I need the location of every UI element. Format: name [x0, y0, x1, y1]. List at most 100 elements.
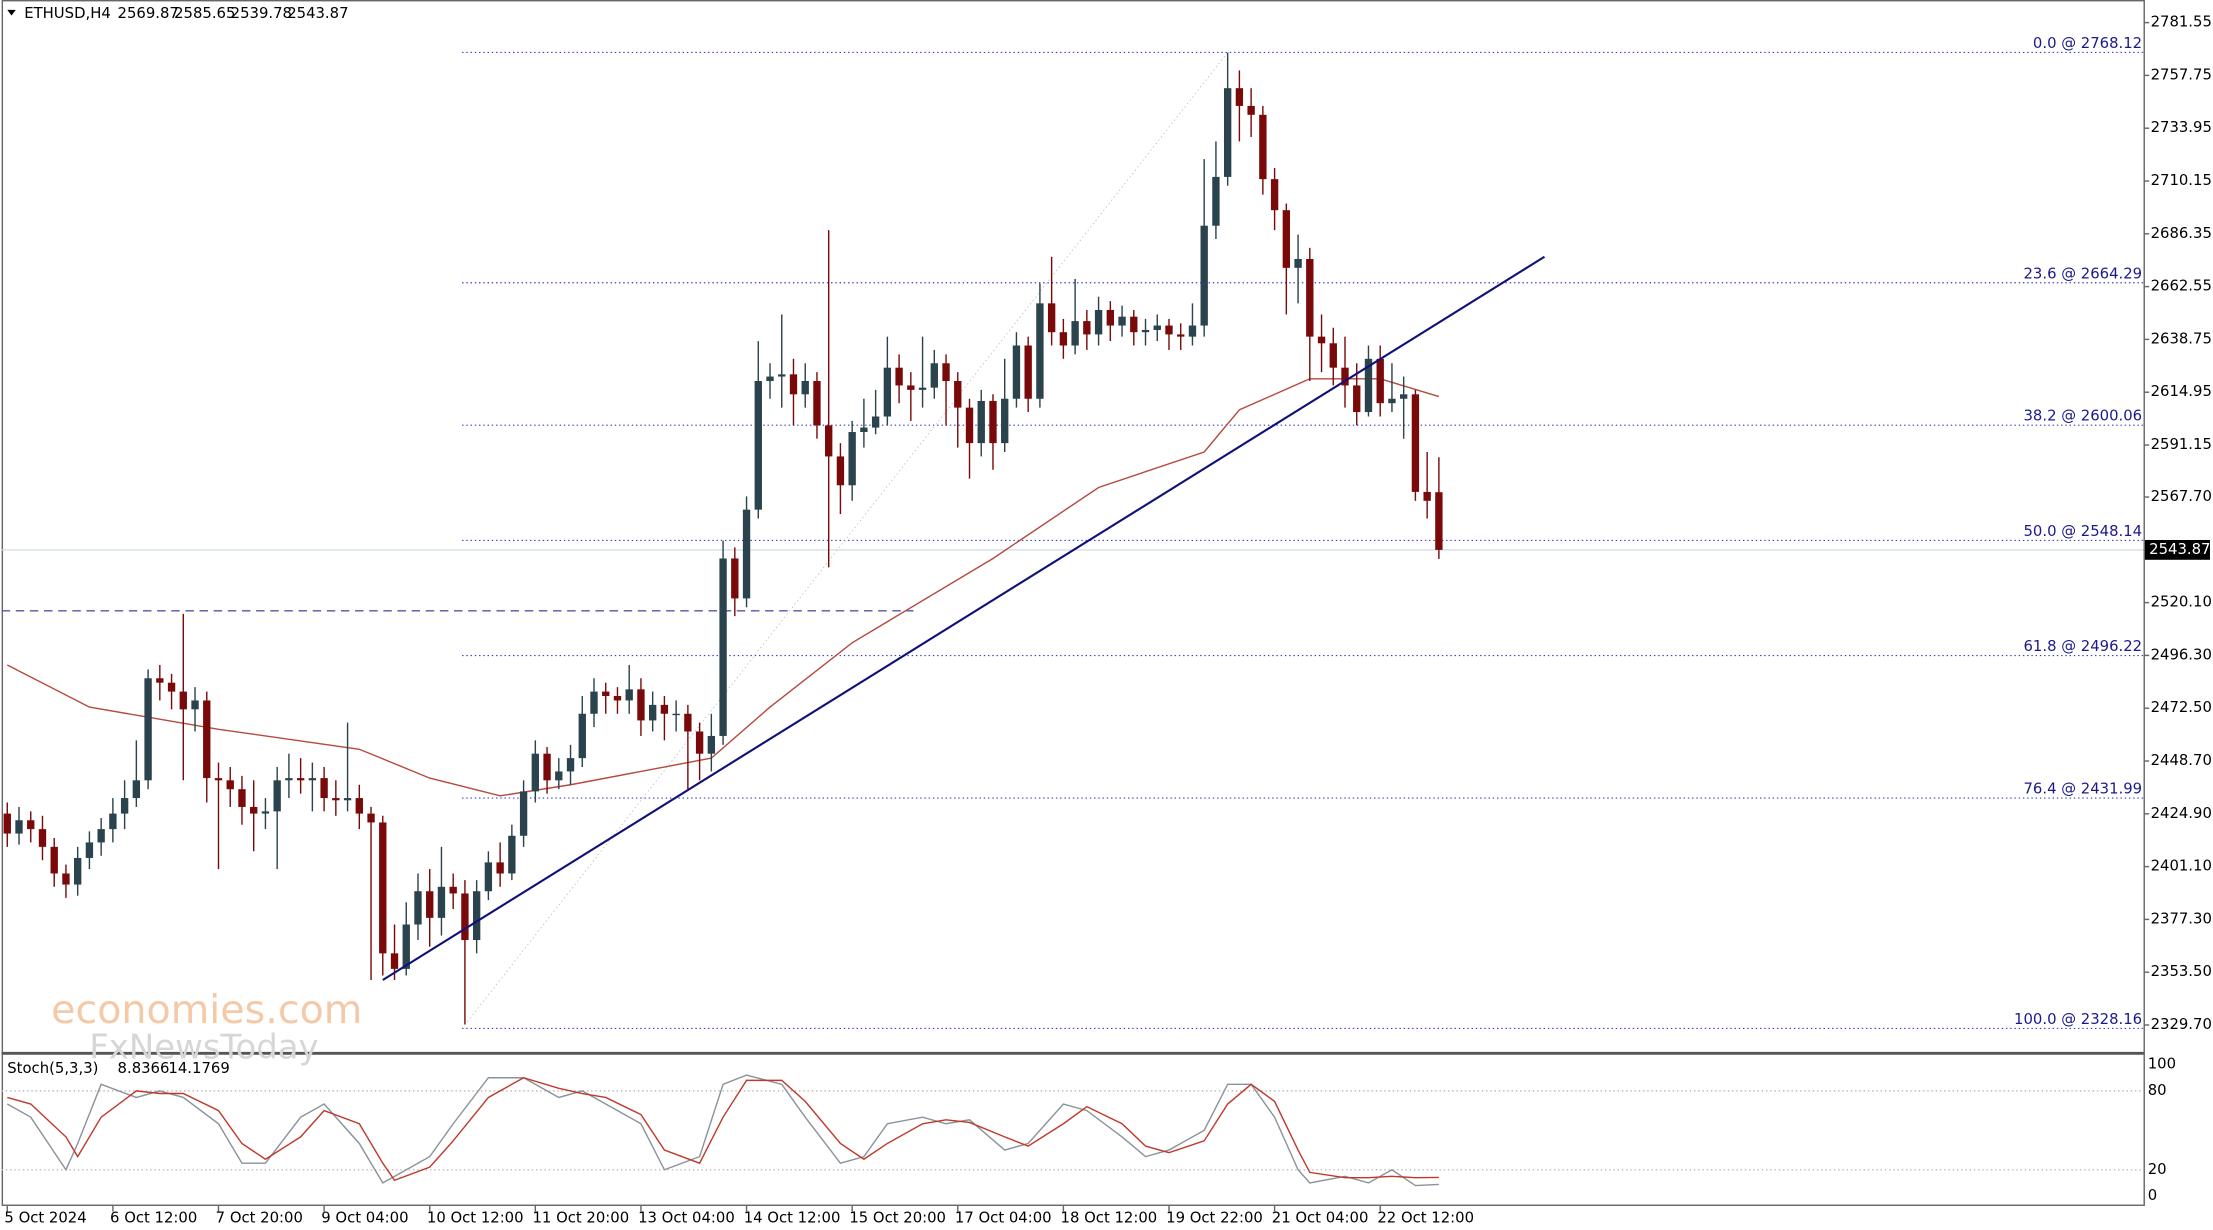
candle-body	[860, 427, 868, 433]
x-tick-label: 13 Oct 04:00	[638, 1210, 735, 1227]
candle-body	[836, 456, 845, 486]
x-tick-label: 17 Oct 04:00	[955, 1210, 1052, 1227]
candle-body	[742, 509, 751, 599]
y-tick-label: 2472.50	[2151, 699, 2212, 716]
candle-body	[1153, 325, 1161, 330]
candle-body	[1259, 114, 1267, 180]
candle-body	[895, 367, 903, 386]
candle-body	[320, 778, 328, 799]
candle-body	[226, 780, 234, 790]
candle-body	[449, 886, 457, 894]
candle-body	[1376, 358, 1384, 404]
candle-body	[1200, 225, 1208, 326]
stoch-tick-label: 100	[2148, 1056, 2176, 1073]
candle-body	[1235, 88, 1244, 106]
stoch-tick-label: 80	[2148, 1082, 2167, 1099]
candle-body	[1435, 492, 1443, 550]
candle-body	[1341, 367, 1349, 386]
candle-body	[625, 689, 633, 701]
candle-body	[1177, 334, 1185, 337]
x-tick-label: 6 Oct 12:00	[110, 1210, 197, 1227]
candle-body	[531, 753, 540, 792]
candle-body	[38, 829, 47, 847]
open-value: 2569.87	[118, 5, 179, 22]
candle-body	[519, 791, 528, 836]
candle-body	[977, 400, 985, 444]
candle-body	[766, 376, 774, 382]
stoch-signal-value: 14.1769	[168, 1060, 229, 1077]
candle-body	[1223, 88, 1232, 177]
x-tick-label: 10 Oct 12:00	[427, 1210, 524, 1227]
candle-body	[590, 691, 598, 714]
candle-body	[695, 731, 704, 754]
candle-body	[1083, 321, 1091, 335]
candle-body	[1141, 329, 1150, 333]
candle-body	[402, 924, 410, 969]
y-tick-label: 2591.15	[2151, 436, 2212, 453]
x-tick-label: 11 Oct 20:00	[533, 1210, 630, 1227]
candle-body	[15, 820, 23, 834]
candle-body	[672, 713, 680, 716]
candle-body	[214, 778, 223, 781]
symbol-arrow	[7, 9, 16, 16]
candle-body	[426, 891, 434, 918]
candle-body	[1411, 394, 1420, 492]
candle-body	[296, 778, 305, 781]
candle-body	[930, 363, 938, 388]
candle-body	[848, 432, 856, 486]
stoch-tick-label: 0	[2148, 1187, 2157, 1204]
candle-body	[261, 811, 270, 814]
candle-body	[883, 367, 892, 417]
candle-body	[1294, 258, 1302, 268]
candle-body	[813, 381, 821, 426]
candle-body	[1165, 325, 1173, 335]
candle-body	[191, 700, 199, 710]
candle-body	[1130, 316, 1138, 333]
candle-body	[1036, 303, 1044, 399]
candle-body	[1247, 105, 1255, 115]
candle-body	[1071, 321, 1079, 346]
y-tick-label: 2757.75	[2151, 66, 2212, 83]
candle-body	[789, 374, 798, 395]
symbol: ETHUSD,H4	[24, 5, 111, 22]
x-tick-label: 5 Oct 2024	[4, 1210, 86, 1227]
candle-body	[1317, 336, 1326, 344]
candle-body	[85, 842, 94, 858]
candle-body	[954, 381, 962, 408]
y-tick-label: 2686.35	[2151, 225, 2212, 242]
watermark: FxNewsToday	[89, 1029, 318, 1068]
low-value: 2539.78	[231, 5, 292, 22]
x-tick-label: 15 Oct 20:00	[849, 1210, 946, 1227]
candle-body	[273, 780, 281, 812]
candle-body	[285, 778, 293, 781]
candle-body	[472, 891, 481, 941]
candle-body	[707, 735, 716, 754]
candle-body	[508, 835, 516, 874]
y-tick-label: 2448.70	[2151, 752, 2212, 769]
candle-body	[1353, 385, 1361, 413]
candle-body	[1012, 345, 1021, 399]
fib-label: 61.8 @ 2496.22	[2024, 638, 2143, 655]
fib-connector	[461, 52, 1228, 1029]
candle-body	[731, 558, 739, 599]
y-tick-label: 2353.50	[2151, 963, 2212, 980]
candle-body	[1329, 343, 1337, 368]
candle-body	[648, 704, 657, 721]
candle-body	[1024, 345, 1032, 399]
x-tick-label: 21 Oct 04:00	[1272, 1210, 1369, 1227]
candle-body	[367, 813, 375, 823]
candle-body	[754, 381, 762, 510]
candle-body	[97, 829, 105, 843]
candle-body	[132, 780, 141, 799]
fib-label: 23.6 @ 2664.29	[2024, 265, 2143, 282]
y-tick-label: 2520.10	[2151, 594, 2212, 611]
candle-body	[1047, 303, 1056, 333]
fib-label: 50.0 @ 2548.14	[2024, 523, 2143, 540]
candle-body	[156, 678, 164, 683]
candle-body	[120, 798, 129, 814]
candle-body	[942, 363, 950, 382]
fib-label: 76.4 @ 2431.99	[2024, 781, 2143, 798]
trendline	[382, 255, 1546, 981]
